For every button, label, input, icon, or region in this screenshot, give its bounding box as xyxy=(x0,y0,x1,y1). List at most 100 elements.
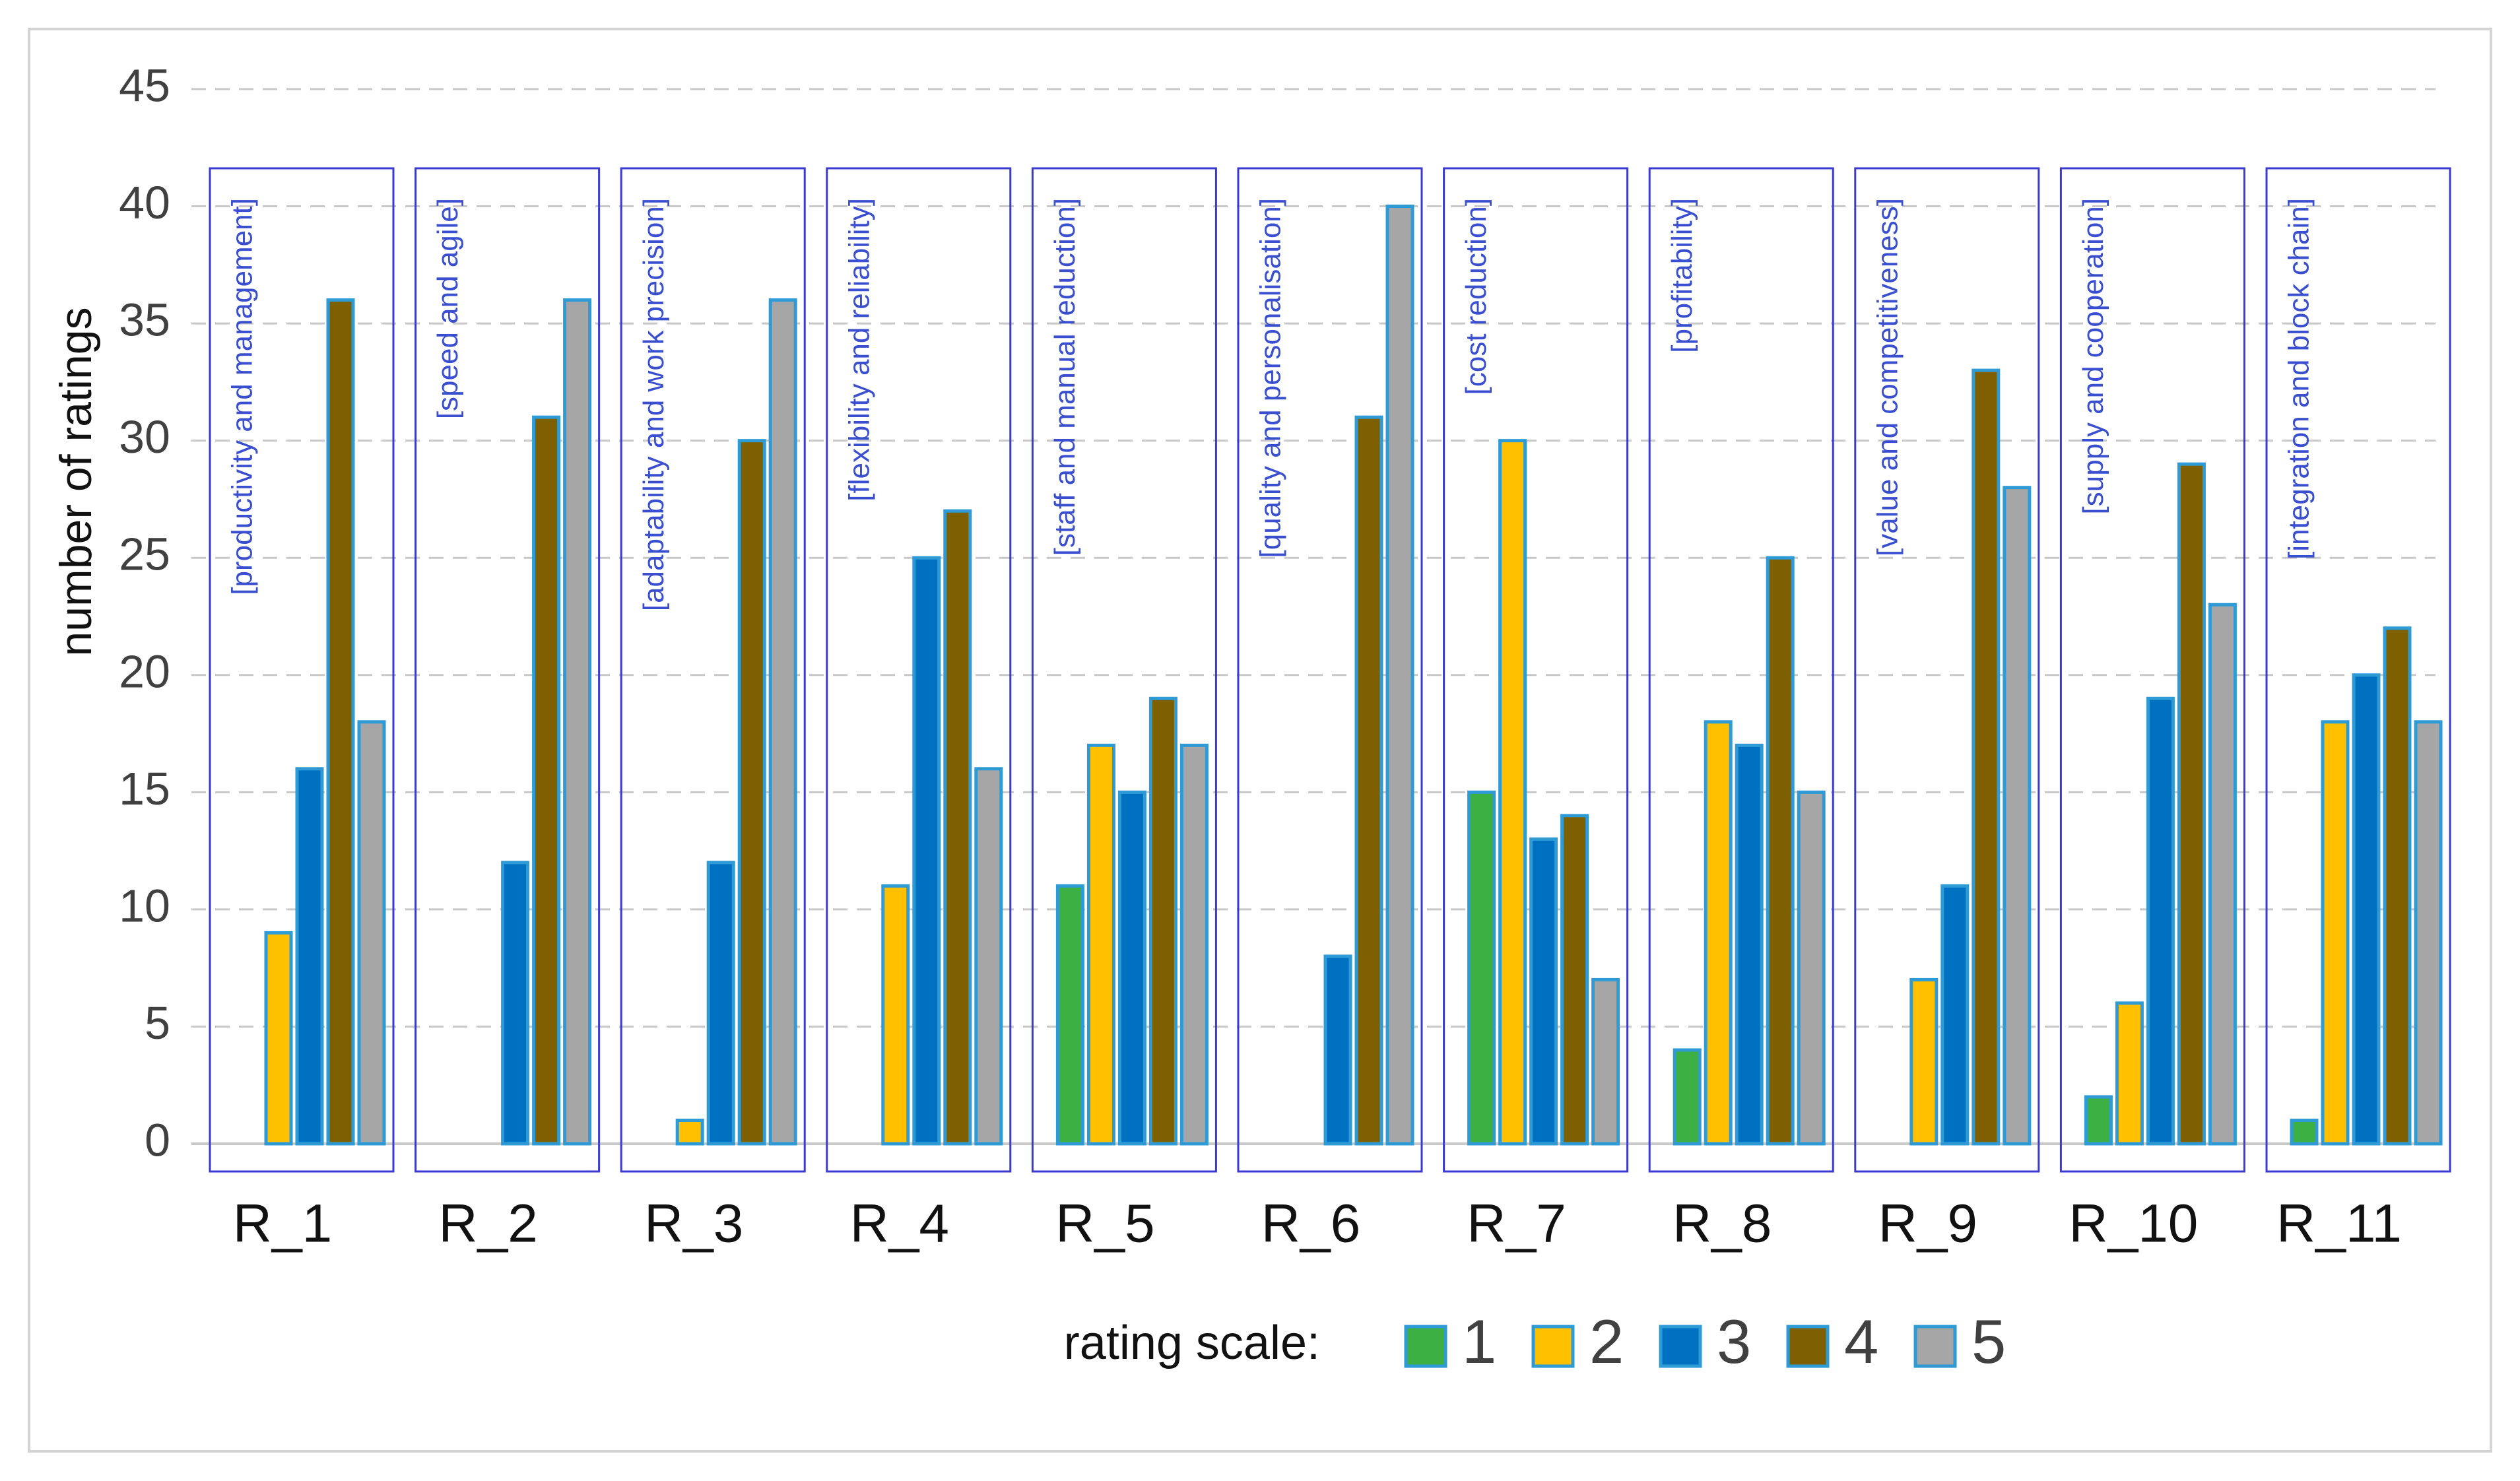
y-tick-label: 15 xyxy=(119,763,170,814)
bar-r1-rating-5 xyxy=(357,720,386,1146)
bar-layer xyxy=(264,205,2443,1146)
annotation-box xyxy=(620,167,806,1173)
y-tick-label: 40 xyxy=(119,177,170,228)
bar-r11-rating-4 xyxy=(2383,626,2412,1146)
annotation-box xyxy=(1237,167,1423,1173)
bar-r5-rating-4 xyxy=(1148,696,1177,1146)
bar-r1-rating-4 xyxy=(326,298,355,1146)
legend-title: rating scale: xyxy=(1064,1317,1320,1369)
annotation-text-layer: [productivity and management] [speed and … xyxy=(226,198,2315,611)
bar-r8-rating-5 xyxy=(1797,790,1826,1146)
category-label: R_9 xyxy=(1878,1194,1977,1254)
legend-label-3: 3 xyxy=(1717,1307,1751,1376)
legend-swatch-5 xyxy=(1913,1325,1957,1368)
y-tick-label: 25 xyxy=(119,529,170,580)
category-label-layer: R_1 R_2 R_3 R_4 R_5 R_6 R_7 R_8 R_9 R_10 R_11 xyxy=(233,1194,2402,1254)
bar-r9-rating-5 xyxy=(2003,486,2032,1146)
y-tick-label: 45 xyxy=(119,59,170,111)
bar-r10-rating-2 xyxy=(2115,1001,2144,1146)
legend-swatch-1 xyxy=(1404,1325,1447,1368)
group-annotation: [speed and agile] xyxy=(432,198,464,419)
annotation-box-layer xyxy=(209,167,2451,1173)
legend-label-5: 5 xyxy=(1972,1307,2006,1376)
y-tick-label: 10 xyxy=(119,880,170,931)
y-axis-label: number of ratings xyxy=(51,307,101,656)
bar-r1-rating-2 xyxy=(264,931,293,1146)
bar-r4-rating-2 xyxy=(881,884,910,1146)
group-annotation: [quality and personalisation] xyxy=(1255,198,1287,558)
bar-r10-rating-4 xyxy=(2177,462,2206,1146)
y-tick-label: 35 xyxy=(119,294,170,346)
group-annotation: [value and competitiveness] xyxy=(1871,198,1904,556)
bar-r7-rating-4 xyxy=(1560,814,1589,1146)
group-annotation: [productivity and management] xyxy=(226,198,259,595)
bar-r7-rating-3 xyxy=(1529,837,1558,1146)
bar-r2-rating-4 xyxy=(532,415,561,1146)
bar-r11-rating-3 xyxy=(2352,673,2381,1146)
bar-r4-rating-5 xyxy=(974,767,1003,1146)
category-label: R_7 xyxy=(1467,1194,1566,1254)
bar-r5-rating-5 xyxy=(1179,743,1209,1146)
group-annotation: [adaptability and work precision] xyxy=(638,198,670,611)
category-label: R_8 xyxy=(1673,1194,1772,1254)
annotation-box xyxy=(1031,167,1217,1173)
bar-r8-rating-3 xyxy=(1735,743,1764,1146)
annotation-box xyxy=(1648,167,1834,1173)
legend-swatch-3 xyxy=(1659,1325,1702,1368)
bar-r2-rating-3 xyxy=(501,861,530,1146)
group-annotation: [flexibility and reliability] xyxy=(843,198,875,502)
bar-r8-rating-2 xyxy=(1704,720,1733,1146)
bar-r11-rating-1 xyxy=(2290,1118,2319,1146)
bar-r6-rating-5 xyxy=(1385,205,1414,1146)
bar-r5-rating-2 xyxy=(1086,743,1115,1146)
y-tick-layer: 0 5 10 15 20 25 30 35 40 45 xyxy=(119,59,170,1166)
category-label: R_1 xyxy=(233,1194,332,1254)
bar-r6-rating-3 xyxy=(1323,954,1352,1146)
annotation-box xyxy=(2059,167,2245,1173)
bar-r3-rating-2 xyxy=(675,1118,704,1146)
annotation-box xyxy=(826,167,1012,1173)
y-tick-label: 20 xyxy=(119,645,170,697)
bar-r8-rating-4 xyxy=(1766,556,1795,1146)
bar-r4-rating-3 xyxy=(912,556,941,1146)
category-label: R_5 xyxy=(1055,1194,1154,1254)
bar-r5-rating-3 xyxy=(1117,790,1146,1146)
bar-r6-rating-4 xyxy=(1354,415,1383,1146)
bar-r3-rating-3 xyxy=(706,861,735,1146)
legend: rating scale: 1 2 3 4 5 xyxy=(1064,1307,2006,1376)
bar-r9-rating-2 xyxy=(1909,977,1939,1146)
bar-r2-rating-5 xyxy=(563,298,592,1146)
bar-r4-rating-4 xyxy=(943,509,972,1146)
bar-r8-rating-1 xyxy=(1673,1048,1702,1146)
category-label: R_10 xyxy=(2069,1194,2198,1254)
bar-r7-rating-5 xyxy=(1591,977,1620,1146)
legend-label-2: 2 xyxy=(1589,1307,1624,1376)
bar-r11-rating-5 xyxy=(2414,720,2443,1146)
bar-r1-rating-3 xyxy=(295,767,324,1146)
y-tick-label: 30 xyxy=(119,411,170,463)
group-annotation: [staff and manual reduction] xyxy=(1049,198,1081,556)
group-annotation: [integration and block chain] xyxy=(2283,198,2315,560)
legend-label-4: 4 xyxy=(1844,1307,1878,1376)
legend-swatch-2 xyxy=(1531,1325,1575,1368)
annotation-box xyxy=(2265,167,2451,1173)
bar-r10-rating-5 xyxy=(2208,603,2237,1146)
bar-r10-rating-3 xyxy=(2146,696,2175,1146)
bar-r7-rating-2 xyxy=(1498,439,1527,1146)
group-annotation: [supply and cooperation] xyxy=(2077,198,2109,514)
outer-border xyxy=(28,28,2492,1453)
group-annotation: [cost reduction] xyxy=(1460,198,1492,395)
category-label: R_4 xyxy=(850,1194,949,1254)
group-annotation: [profitability] xyxy=(1666,198,1698,353)
legend-label-1: 1 xyxy=(1462,1307,1496,1376)
bar-r11-rating-2 xyxy=(2321,720,2350,1146)
annotation-box xyxy=(414,167,601,1173)
bar-r9-rating-3 xyxy=(1940,884,1970,1146)
category-label: R_11 xyxy=(2276,1194,2402,1254)
category-label: R_6 xyxy=(1261,1194,1360,1254)
bar-r3-rating-4 xyxy=(737,439,766,1146)
legend-swatch-4 xyxy=(1786,1325,1830,1368)
bar-r7-rating-1 xyxy=(1467,790,1496,1146)
